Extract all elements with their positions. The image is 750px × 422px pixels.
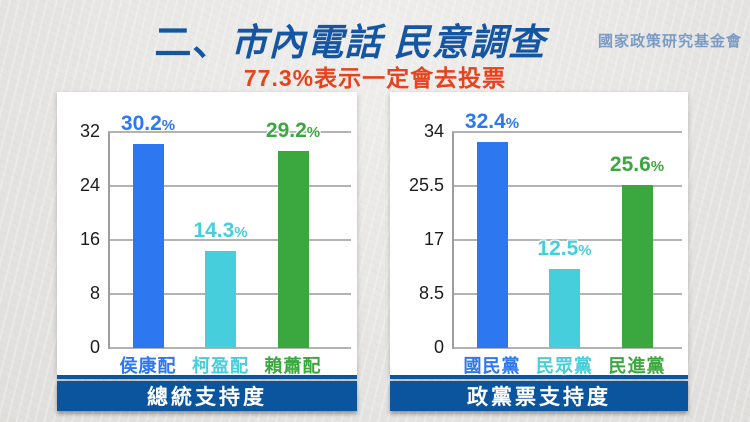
bar-chart-president: 0 8 16 24 32 30.2% 侯康配 14.3% 柯盈配 29.2% 賴蕭配 (57, 92, 357, 376)
page-subtitle: 77.3%表示一定會去投票 (243, 65, 507, 91)
gridline (108, 239, 351, 241)
bar (549, 268, 580, 348)
y-tick-label: 17 (423, 229, 444, 249)
bar-value-percent-sign: % (505, 115, 520, 133)
x-category-label: 柯盈配 (192, 356, 249, 376)
y-tick-label: 32 (79, 121, 100, 141)
y-tick-label: 8.5 (418, 283, 444, 303)
bar (476, 142, 508, 348)
chart-panel-president: 0 8 16 24 32 30.2% 侯康配 14.3% 柯盈配 29.2% 賴蕭配 (57, 92, 357, 379)
y-tick-label: 0 (433, 337, 444, 357)
y-tick-label: 34 (423, 121, 444, 141)
bar-value-label: 12.5% (517, 237, 613, 261)
chart-panel-party: 0 8.5 17 25.5 34 32.4% 國民黨 12.5% 民眾黨 25.6% 民進黨 (390, 92, 688, 379)
bar (205, 251, 236, 348)
gridline (108, 185, 351, 187)
bar-value-number: 12.5 (537, 236, 579, 260)
bar-value-number: 32.4 (464, 110, 506, 134)
bar-value-label: 30.2% (100, 112, 196, 136)
y-tick-label: 25.5 (408, 175, 444, 195)
bar (621, 185, 653, 348)
x-category-label: 民眾黨 (536, 356, 593, 376)
x-category-label: 民進黨 (608, 356, 666, 376)
page-title-main: 市內電話 民意調查 (230, 22, 546, 63)
bar-value-number: 30.2 (120, 112, 162, 136)
bar (277, 150, 309, 348)
bar (132, 144, 164, 348)
bar-value-percent-sign: % (161, 117, 176, 135)
banner-party-support: 政黨票支持度 (390, 381, 688, 411)
x-category-label: 侯康配 (119, 356, 177, 376)
bar-value-label: 32.4% (444, 110, 540, 134)
bar-value-number: 14.3 (193, 219, 235, 243)
y-axis-line (452, 132, 454, 349)
gridline (452, 239, 682, 241)
bar-value-number: 29.2 (265, 118, 307, 142)
bar-value-percent-sign: % (578, 241, 592, 259)
page-title-prefix: 二、 (154, 22, 231, 63)
bar-value-number: 25.6 (609, 153, 651, 177)
banner-president-support: 總統支持度 (57, 381, 357, 411)
gridline (452, 347, 682, 349)
gridline (452, 185, 682, 187)
bar-value-label: 25.6% (589, 153, 685, 177)
y-axis-line (108, 132, 110, 349)
y-tick-label: 24 (79, 175, 100, 195)
bar-value-percent-sign: % (234, 224, 248, 242)
x-category-label: 國民黨 (463, 356, 521, 376)
x-category-label: 賴蕭配 (264, 356, 322, 376)
bar-value-percent-sign: % (650, 158, 665, 176)
y-tick-label: 8 (89, 283, 100, 303)
gridline (108, 347, 351, 349)
bar-value-percent-sign: % (306, 123, 321, 141)
bar-value-label: 14.3% (173, 219, 269, 243)
bar-value-label: 29.2% (245, 119, 341, 143)
bar-chart-party: 0 8.5 17 25.5 34 32.4% 國民黨 12.5% 民眾黨 25.6% 民進黨 (390, 92, 688, 376)
organization-label: 國家政策研究基金會 (597, 33, 742, 50)
y-tick-label: 16 (79, 229, 100, 249)
gridline (452, 131, 682, 133)
gridline (108, 131, 351, 133)
y-tick-label: 0 (89, 337, 100, 357)
page-title: 二、市內電話 民意調查 (0, 12, 700, 66)
